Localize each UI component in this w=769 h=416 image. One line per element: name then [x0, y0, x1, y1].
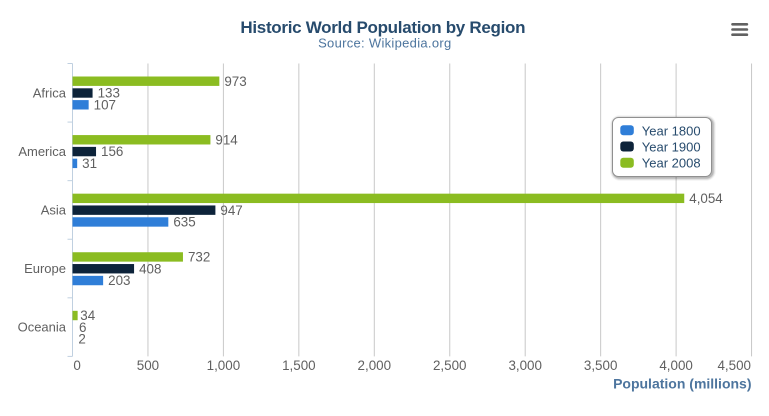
svg-text:2,500: 2,500: [433, 358, 467, 373]
svg-text:947: 947: [220, 203, 242, 218]
svg-text:Oceania: Oceania: [18, 320, 67, 335]
svg-text:408: 408: [139, 261, 161, 276]
svg-text:1,500: 1,500: [282, 358, 316, 373]
svg-text:31: 31: [82, 156, 97, 171]
svg-text:4,054: 4,054: [689, 191, 723, 206]
svg-text:107: 107: [94, 97, 116, 112]
svg-text:Asia: Asia: [41, 203, 67, 218]
svg-text:1,000: 1,000: [207, 358, 241, 373]
svg-text:0: 0: [73, 358, 80, 373]
svg-text:34: 34: [80, 308, 95, 323]
svg-text:732: 732: [188, 250, 210, 265]
svg-text:914: 914: [215, 132, 238, 147]
svg-text:Historic World Population by R: Historic World Population by Region: [240, 18, 525, 37]
svg-text:3,500: 3,500: [584, 358, 618, 373]
svg-text:156: 156: [101, 144, 123, 159]
svg-text:Year 1900: Year 1900: [642, 140, 701, 155]
svg-text:203: 203: [108, 273, 130, 288]
svg-text:Africa: Africa: [33, 85, 67, 100]
svg-text:Year 2008: Year 2008: [642, 156, 701, 171]
svg-text:500: 500: [137, 358, 159, 373]
svg-text:2,000: 2,000: [358, 358, 392, 373]
svg-text:Source: Wikipedia.org: Source: Wikipedia.org: [318, 36, 451, 51]
svg-text:4,500: 4,500: [717, 358, 751, 373]
svg-text:973: 973: [224, 74, 246, 89]
svg-text:6: 6: [79, 320, 86, 335]
svg-text:Europe: Europe: [24, 261, 66, 276]
svg-text:3,000: 3,000: [508, 358, 542, 373]
svg-text:4,000: 4,000: [659, 358, 693, 373]
svg-text:133: 133: [98, 86, 120, 101]
svg-text:Year 1800: Year 1800: [642, 123, 701, 138]
svg-text:Population (millions): Population (millions): [613, 376, 751, 392]
svg-text:2: 2: [78, 332, 85, 347]
svg-text:America: America: [18, 144, 66, 159]
svg-text:635: 635: [173, 215, 195, 230]
